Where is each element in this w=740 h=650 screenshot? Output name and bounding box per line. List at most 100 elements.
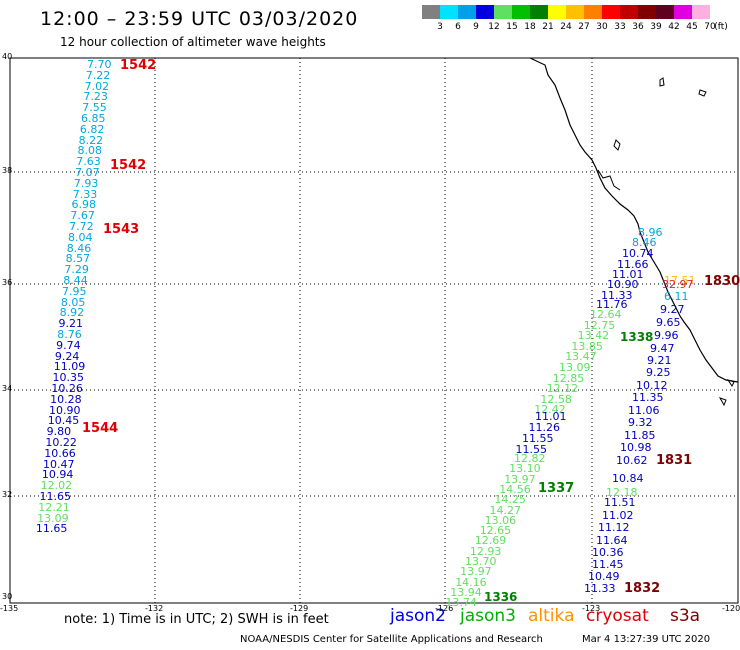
map-subtitle: 12 hour collection of altimeter wave hei…	[60, 35, 326, 49]
track-s3a-value: 6.85	[81, 112, 106, 125]
lon-tick-label: -129	[290, 604, 309, 613]
track-s3a-value: 9.24	[54, 349, 80, 363]
lat-tick-label: 40	[2, 52, 13, 61]
track-s3a-east-value: 9.21	[647, 354, 672, 367]
track-s3a-value: 11.65	[35, 522, 68, 536]
track-s3a-value: 7.33	[72, 187, 98, 201]
scale-swatch	[638, 5, 656, 19]
track-altika-value: 32.97	[662, 278, 694, 291]
scale-swatch	[656, 5, 674, 19]
track-s3a-value: 10.22	[45, 436, 77, 449]
track-s3a-east-value: 9.25	[646, 366, 671, 379]
track-s3a-value: 7.67	[70, 209, 95, 223]
track-s3a-value: 10.28	[50, 392, 82, 406]
island-3	[613, 139, 621, 151]
scale-swatch	[422, 5, 440, 19]
track-jason-value: 12.85	[552, 371, 585, 385]
lat-tick-label: 34	[2, 384, 13, 393]
track-jason-value: 12.12	[546, 382, 579, 396]
scale-label: 24	[560, 22, 572, 32]
track-s3a-value: 7.72	[69, 220, 94, 233]
track-s3a-value: 8.76	[57, 328, 82, 341]
lon-tick-label: -123	[582, 604, 601, 613]
lat-tick-label: 32	[2, 490, 13, 499]
track-s3a-east-value: 9.65	[656, 316, 681, 329]
track-s3a-value: 7.29	[64, 263, 89, 277]
scale-swatch	[566, 5, 584, 19]
scale-label: 70	[704, 22, 716, 32]
track-s3a-value: 8.92	[59, 306, 85, 320]
track-s3a-value: 10.90	[48, 403, 81, 417]
track-s3a-east-value: 11.02	[602, 509, 634, 522]
track-jason-value: 13.70	[465, 555, 497, 568]
track-s3a-value: 8.46	[66, 241, 92, 255]
lon-tick-label: -135	[0, 604, 19, 613]
track-s3a-east-value: 10.62	[616, 454, 648, 467]
lat-tick-label: 38	[2, 166, 13, 175]
track-jason-value: 11.26	[528, 421, 561, 434]
track-cryosat-value: 10.74	[622, 247, 654, 260]
track-jason-value: 11.01	[535, 410, 567, 423]
track-s3a-east-value: 11.06	[628, 404, 660, 417]
track-s3a-value: 11.09	[53, 360, 86, 374]
track-jason-value: 13.42	[577, 329, 610, 343]
pass-time-label: 1830	[704, 274, 740, 289]
grid-lines	[10, 58, 738, 603]
lat-tick-label: 36	[2, 278, 13, 287]
track-s3a-value: 10.45	[47, 414, 80, 428]
scale-label: 30	[596, 22, 608, 32]
track-s3a-value: 10.66	[44, 446, 76, 460]
track-s3a-east-value: 9.47	[650, 342, 675, 355]
track-jason-value: 14.16	[455, 575, 487, 589]
track-s3a-value: 9.21	[58, 317, 83, 331]
track-s3a-east-value: 11.51	[604, 496, 636, 509]
track-jason-value: 12.64	[590, 308, 622, 321]
track-s3a-east-value: 9.32	[628, 416, 653, 429]
track-s3a-value: 12.02	[40, 479, 73, 493]
track-s3a-value: 10.94	[41, 468, 74, 482]
track-s3a-value: 6.98	[71, 198, 97, 212]
track-jason-value: 12.69	[474, 534, 507, 548]
island-4	[726, 379, 735, 387]
track-s3a-value: 11.65	[39, 490, 71, 503]
track-s3a-east-value: 11.45	[592, 558, 624, 571]
track-s3a-value: 8.04	[67, 230, 93, 244]
scale-label: 12	[488, 22, 500, 32]
scale-label: 15	[506, 22, 518, 32]
track-s3a-value: 8.22	[78, 133, 104, 147]
scale-swatch	[692, 5, 710, 19]
scale-swatch	[440, 5, 458, 19]
island-1	[659, 77, 665, 87]
scale-label: 9	[473, 22, 479, 32]
track-s3a-value: 7.07	[75, 166, 100, 179]
scale-label: 36	[632, 22, 644, 32]
track-jason-value: 12.42	[534, 403, 566, 417]
track-s3a-east-value: 10.49	[588, 570, 620, 583]
scale-label: 45	[686, 22, 698, 32]
pass-time-label: 1544	[82, 421, 119, 436]
track-s3a-value: 8.44	[63, 274, 88, 287]
track-s3a-east-value: 10.36	[592, 546, 624, 559]
scale-swatch	[458, 5, 476, 19]
track-s3a-value: 7.23	[83, 90, 108, 104]
credit-text: NOAA/NESDIS Center for Satellite Applica…	[240, 634, 543, 645]
scale-label: 18	[524, 22, 536, 32]
lat-tick-label: 30	[2, 592, 13, 601]
legend-altika: altika	[528, 606, 575, 626]
scale-label: 42	[668, 22, 680, 32]
track-s3a-value: 8.05	[60, 295, 86, 309]
track-s3a-value: 10.35	[52, 371, 85, 385]
scale-label: 39	[650, 22, 662, 32]
track-s3a-east-value: 10.12	[636, 379, 668, 392]
scale-swatch	[494, 5, 512, 19]
track-cryosat-value: 11.76	[596, 298, 628, 311]
track-jason-value: 13.74	[445, 596, 477, 610]
track-s3a-east-value: 10.84	[612, 472, 644, 485]
legend-jason3: jason3	[460, 606, 516, 626]
track-jason-value: 14.56	[499, 482, 531, 496]
track-s3a-value: 7.93	[73, 176, 99, 190]
island-2	[698, 89, 707, 97]
track-jason-value: 13.47	[565, 350, 597, 364]
track-jason-value: 12.93	[469, 544, 502, 558]
